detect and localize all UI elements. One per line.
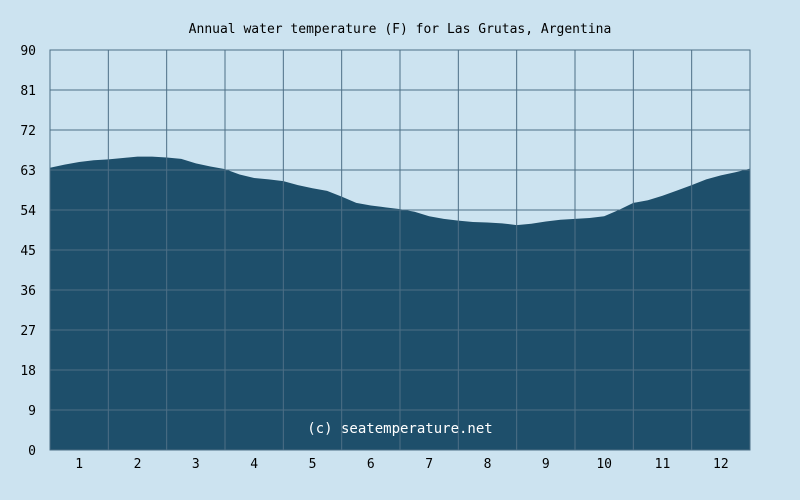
y-tick-label: 18 [20, 364, 36, 379]
watermark-text: (c) seatemperature.net [307, 421, 492, 437]
x-tick-label: 9 [542, 457, 550, 472]
y-tick-label: 81 [20, 84, 36, 99]
x-tick-label: 10 [596, 457, 612, 472]
chart-title: Annual water temperature (F) for Las Gru… [189, 22, 612, 37]
x-tick-label: 11 [655, 457, 671, 472]
x-tick-label: 12 [713, 457, 729, 472]
x-tick-label: 3 [192, 457, 200, 472]
y-tick-label: 9 [28, 404, 36, 419]
x-tick-label: 2 [134, 457, 142, 472]
x-tick-label: 4 [250, 457, 258, 472]
x-tick-label: 5 [309, 457, 317, 472]
x-tick-label: 8 [484, 457, 492, 472]
y-tick-label: 63 [20, 164, 36, 179]
y-tick-label: 0 [28, 444, 36, 459]
y-tick-label: 45 [20, 244, 36, 259]
y-tick-label: 54 [20, 204, 36, 219]
y-tick-label: 72 [20, 124, 36, 139]
y-tick-label: 36 [20, 284, 36, 299]
x-tick-label: 7 [425, 457, 433, 472]
x-tick-label: 1 [75, 457, 83, 472]
y-tick-label: 90 [20, 44, 36, 59]
x-tick-label: 6 [367, 457, 375, 472]
plot-border [49, 49, 751, 451]
y-tick-label: 27 [20, 324, 36, 339]
